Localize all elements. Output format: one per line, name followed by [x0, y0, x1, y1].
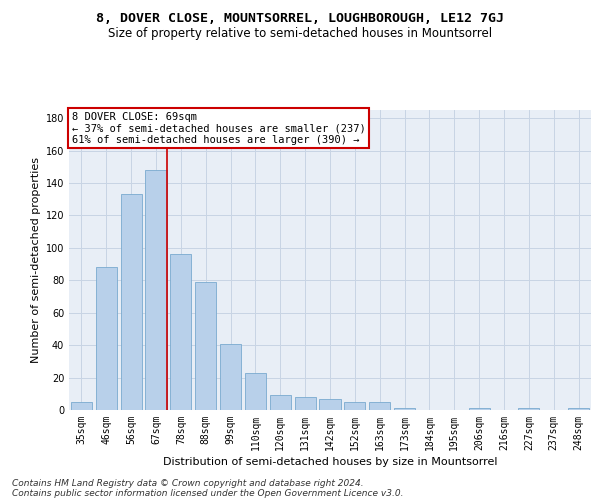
Text: 8 DOVER CLOSE: 69sqm
← 37% of semi-detached houses are smaller (237)
61% of semi: 8 DOVER CLOSE: 69sqm ← 37% of semi-detac…	[71, 112, 365, 144]
Bar	[170, 254, 191, 410]
Bar	[245, 372, 266, 410]
Bar	[344, 402, 365, 410]
Text: Contains public sector information licensed under the Open Government Licence v3: Contains public sector information licen…	[12, 488, 404, 498]
Bar	[568, 408, 589, 410]
Bar	[369, 402, 390, 410]
Bar	[220, 344, 241, 410]
Bar	[270, 396, 291, 410]
Bar	[195, 282, 216, 410]
Text: Size of property relative to semi-detached houses in Mountsorrel: Size of property relative to semi-detach…	[108, 28, 492, 40]
Bar	[295, 397, 316, 410]
Bar	[96, 268, 117, 410]
Bar	[469, 408, 490, 410]
Bar	[394, 408, 415, 410]
X-axis label: Distribution of semi-detached houses by size in Mountsorrel: Distribution of semi-detached houses by …	[163, 457, 497, 467]
Y-axis label: Number of semi-detached properties: Number of semi-detached properties	[31, 157, 41, 363]
Bar	[145, 170, 167, 410]
Bar	[518, 408, 539, 410]
Bar	[319, 398, 341, 410]
Text: Contains HM Land Registry data © Crown copyright and database right 2024.: Contains HM Land Registry data © Crown c…	[12, 478, 364, 488]
Bar	[71, 402, 92, 410]
Text: 8, DOVER CLOSE, MOUNTSORREL, LOUGHBOROUGH, LE12 7GJ: 8, DOVER CLOSE, MOUNTSORREL, LOUGHBOROUG…	[96, 12, 504, 26]
Bar	[121, 194, 142, 410]
